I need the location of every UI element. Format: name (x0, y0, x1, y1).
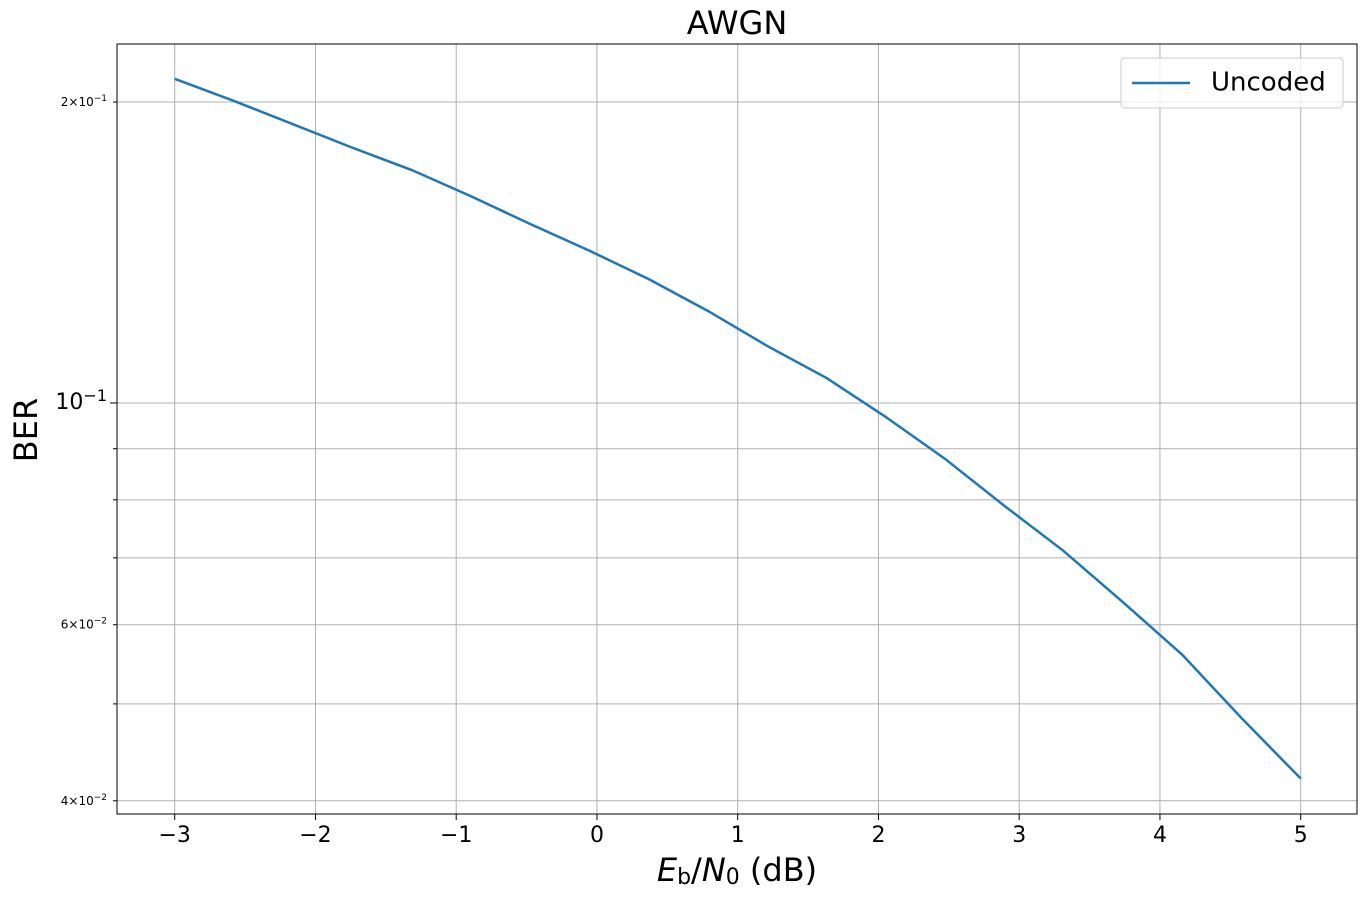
x-axis-label: Eb/N0 (dB) (657, 851, 817, 890)
y-tick-label: 4×10−2 (61, 793, 107, 808)
y-tick-label: 2×10−1 (61, 94, 107, 109)
x-tick-label: −1 (440, 823, 472, 848)
y-axis-label: BER (7, 398, 45, 462)
legend-label: Uncoded (1211, 68, 1326, 98)
x-tick-label: −2 (299, 823, 331, 848)
x-tick-label: 4 (1153, 823, 1167, 848)
x-tick-label: 2 (871, 823, 885, 848)
x-tick-label: 5 (1294, 823, 1308, 848)
x-tick-label: 0 (590, 823, 604, 848)
plot-frame (116, 43, 1358, 815)
y-tick-label: 6×10−2 (61, 617, 107, 632)
legend-box (1120, 57, 1344, 109)
y-tick-label: 10−1 (55, 386, 107, 415)
x-tick-label: 1 (731, 823, 745, 848)
chart-title: AWGN (687, 4, 788, 42)
x-tick-label: −3 (158, 823, 190, 848)
x-tick-label: 3 (1012, 823, 1026, 848)
data-line (174, 77, 1302, 780)
